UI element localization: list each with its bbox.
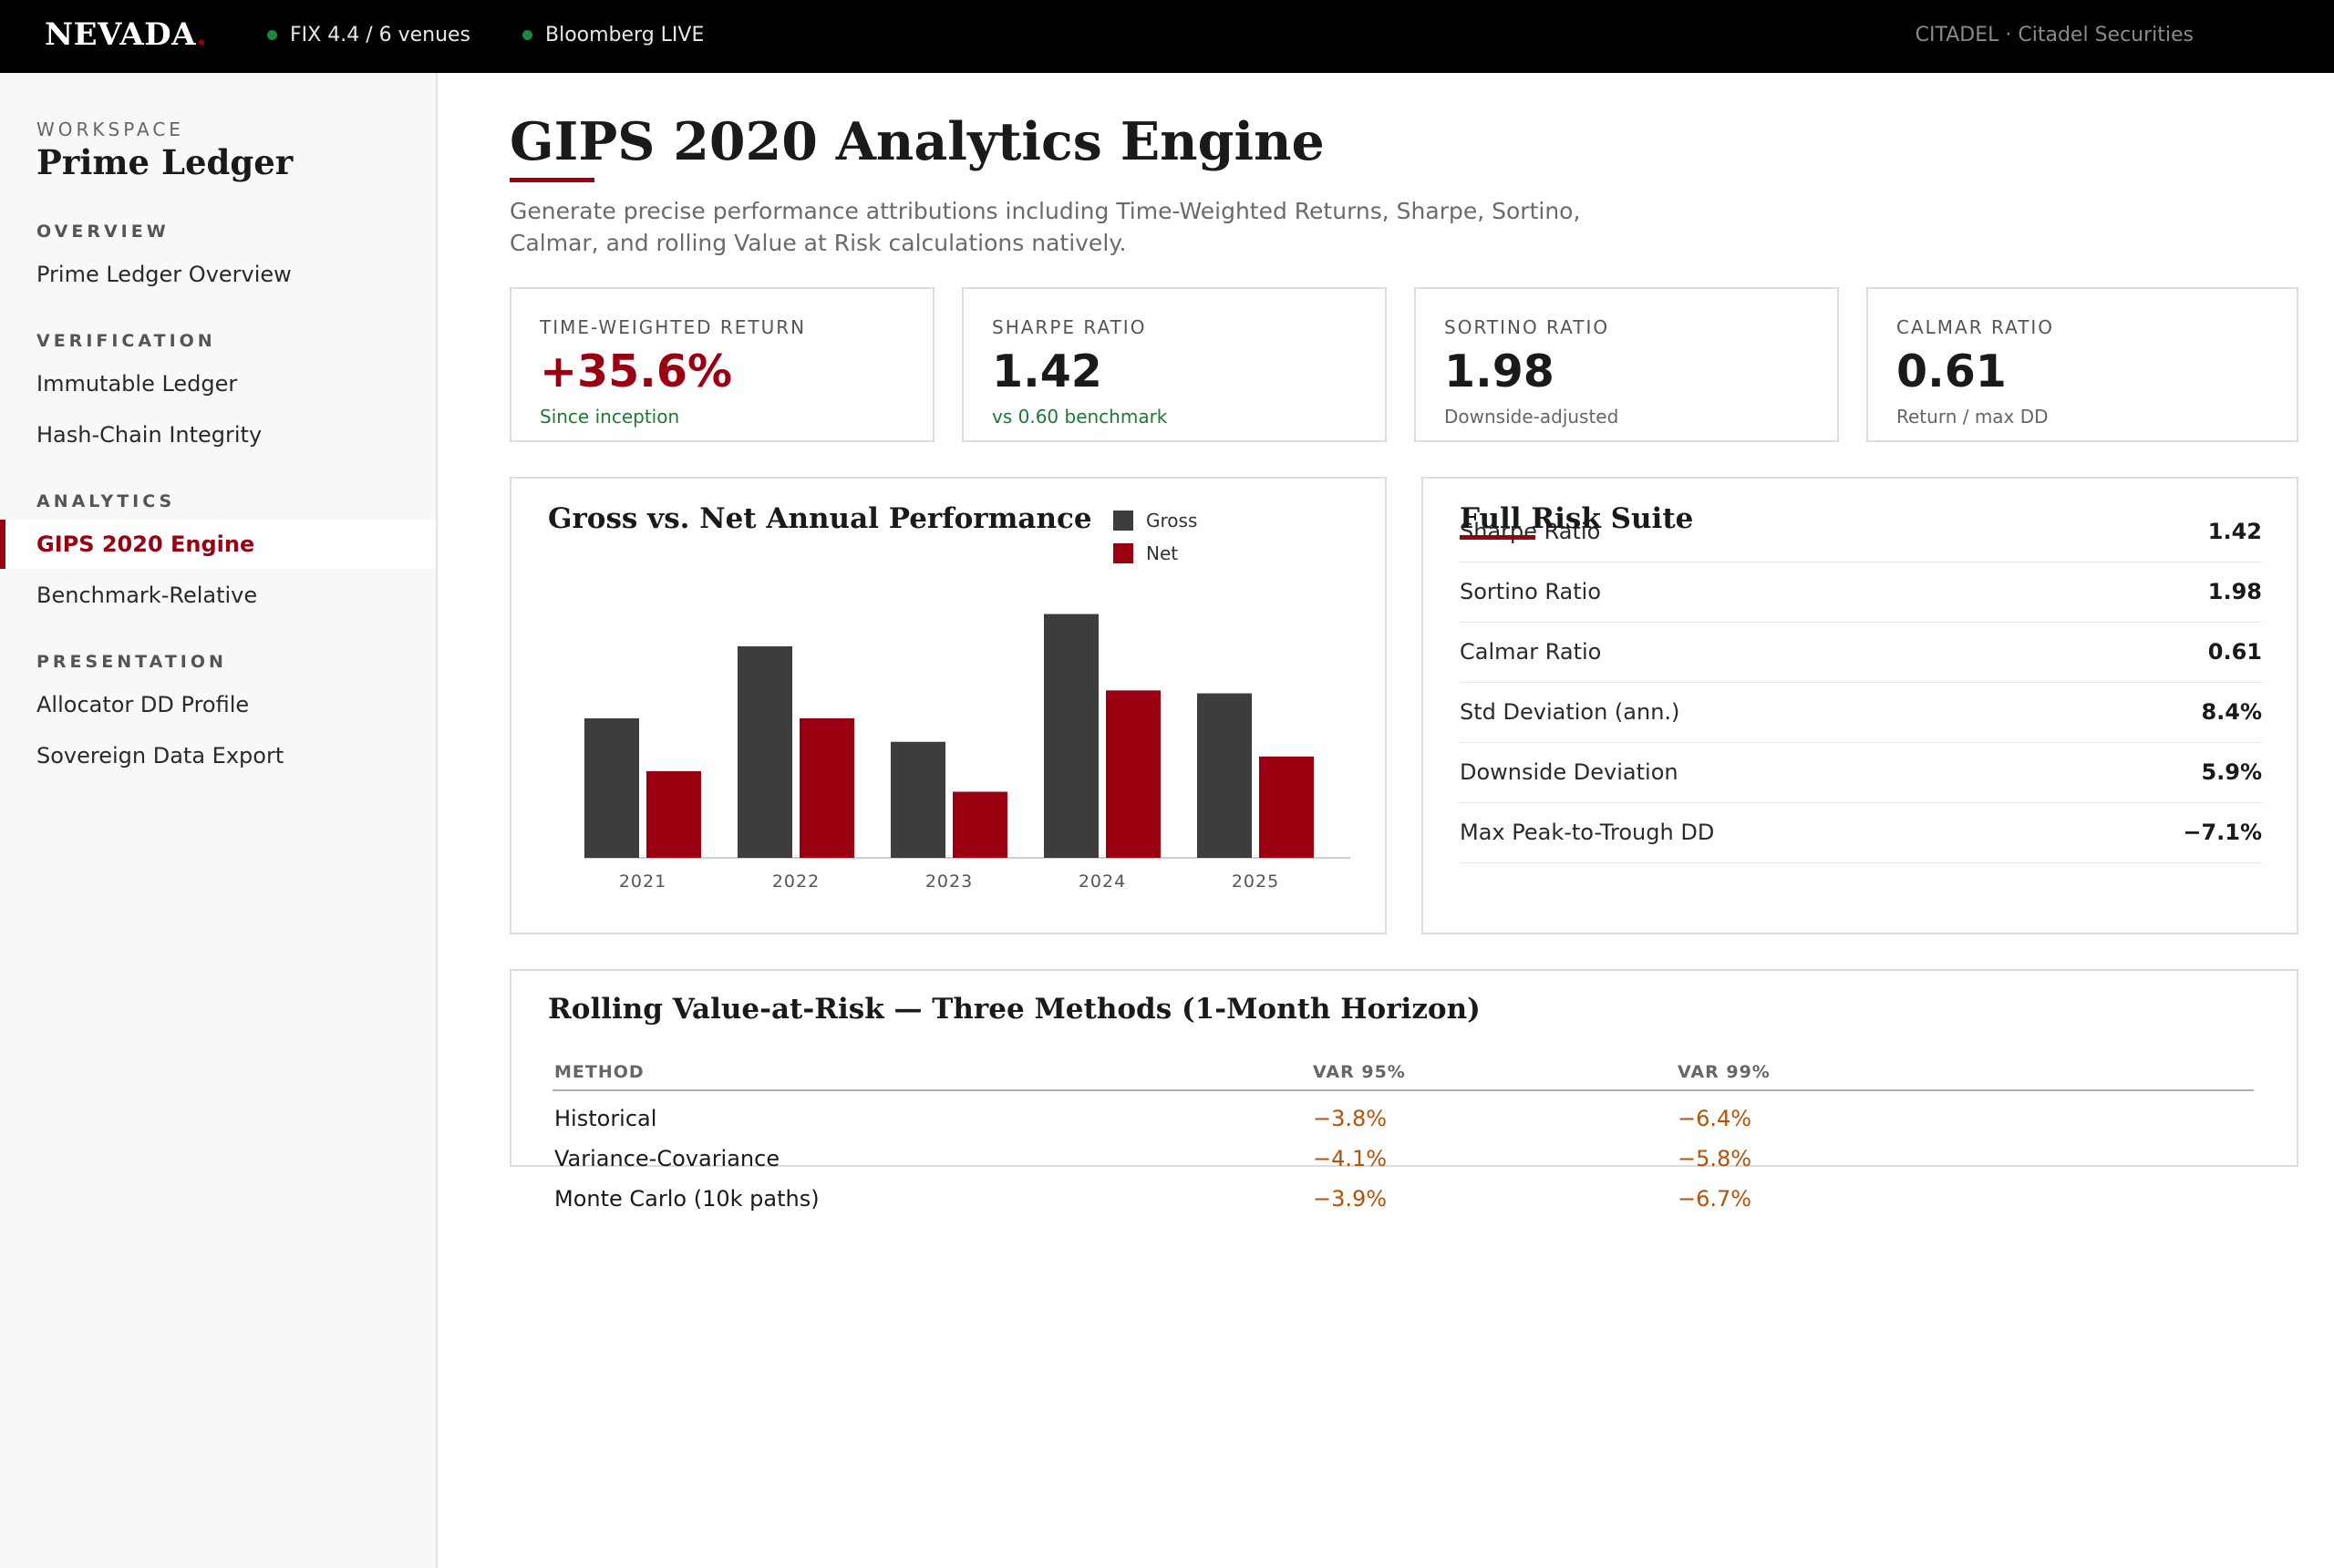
- risk-label: Downside Deviation: [1460, 759, 1678, 785]
- risk-value: 1.42: [2207, 519, 2262, 544]
- nav-section-analytics: ANALYTICS: [36, 491, 176, 511]
- sidebar: WORKSPACE Prime Ledger OVERVIEW Prime Le…: [0, 73, 438, 1568]
- risk-value: 8.4%: [2201, 699, 2262, 725]
- workspace-label: WORKSPACE: [36, 119, 184, 140]
- var-header-method: METHOD: [554, 1062, 645, 1082]
- kpi-card-sharpe: SHARPE RATIO 1.42 vs 0.60 benchmark: [962, 287, 1387, 442]
- risk-value: 0.61: [2207, 639, 2262, 665]
- kpi-value: 0.61: [1896, 346, 2007, 397]
- kpi-sub: Downside-adjusted: [1444, 406, 1619, 428]
- var-99-value: −5.8%: [1678, 1146, 1752, 1171]
- var-method: Historical: [554, 1106, 657, 1131]
- legend-swatch-net: [1113, 543, 1133, 563]
- legend-swatch-gross: [1113, 511, 1133, 531]
- risk-title-underline: [1460, 535, 1535, 540]
- top-bar: NEVADA. FIX 4.4 / 6 venues Bloomberg LIV…: [0, 0, 2334, 73]
- kpi-value: +35.6%: [540, 346, 733, 397]
- risk-suite-panel: Sharpe Ratio 1.42 Sortino Ratio 1.98 Cal…: [1421, 477, 2298, 934]
- kpi-sub: Return / max DD: [1896, 406, 2049, 428]
- page-subtitle: Generate precise performance attribution…: [510, 198, 1581, 256]
- nav-section-presentation: PRESENTATION: [36, 652, 227, 672]
- fix-status: FIX 4.4 / 6 venues: [267, 24, 470, 46]
- brand-logo[interactable]: NEVADA.: [45, 16, 208, 53]
- var-method: Monte Carlo (10k paths): [554, 1186, 820, 1212]
- kpi-sub: Since inception: [540, 406, 680, 428]
- kpi-label: SHARPE RATIO: [992, 316, 1147, 338]
- kpi-value: 1.42: [992, 346, 1102, 397]
- kpi-label: CALMAR RATIO: [1896, 316, 2055, 338]
- bar-net-2025[interactable]: [1259, 756, 1314, 858]
- performance-chart-panel: Gross vs. Net Annual Performance Gross N…: [510, 477, 1387, 934]
- performance-chart: 2021 2022 2023 2024 2025: [584, 614, 1350, 892]
- page-title: GIPS 2020 Analytics Engine: [510, 111, 1325, 172]
- kpi-card-calmar: CALMAR RATIO 0.61 Return / max DD: [1866, 287, 2298, 442]
- legend-item-net: Net: [1113, 542, 1178, 564]
- sidebar-item-hash-chain-integrity[interactable]: Hash-Chain Integrity: [36, 422, 263, 448]
- kpi-card-twr: TIME-WEIGHTED RETURN +35.6% Since incept…: [510, 287, 935, 442]
- sidebar-item-sovereign-data-export[interactable]: Sovereign Data Export: [36, 743, 284, 769]
- var-method: Variance-Covariance: [554, 1146, 780, 1171]
- x-tick-label: 2021: [619, 872, 666, 892]
- workspace-name: Prime Ledger: [36, 142, 294, 182]
- x-tick-label: 2023: [925, 872, 973, 892]
- legend-item-gross: Gross: [1113, 510, 1197, 531]
- risk-value: 1.98: [2207, 579, 2262, 604]
- var-95-value: −4.1%: [1313, 1146, 1388, 1171]
- var-header-99: VAR 99%: [1678, 1062, 1771, 1082]
- x-tick-label: 2024: [1079, 872, 1126, 892]
- sidebar-item-immutable-ledger[interactable]: Immutable Ledger: [36, 371, 238, 397]
- x-tick-label: 2025: [1232, 872, 1279, 892]
- status-dot-icon: [267, 30, 277, 40]
- nav-section-verification: VERIFICATION: [36, 331, 216, 351]
- kpi-sub: vs 0.60 benchmark: [992, 406, 1168, 428]
- bar-net-2024[interactable]: [1106, 690, 1161, 858]
- kpi-label: SORTINO RATIO: [1444, 316, 1610, 338]
- bar-net-2023[interactable]: [953, 791, 1007, 859]
- risk-row: Downside Deviation 5.9%: [1460, 743, 2262, 803]
- risk-row: Calmar Ratio 0.61: [1460, 623, 2262, 683]
- risk-label: Sortino Ratio: [1460, 579, 1602, 604]
- bar-gross-2024[interactable]: [1044, 614, 1099, 858]
- var-header-rule: [553, 1089, 2254, 1091]
- var-title: Rolling Value-at-Risk — Three Methods (1…: [548, 993, 1481, 1026]
- var-95-value: −3.8%: [1313, 1106, 1388, 1131]
- risk-row: Std Deviation (ann.) 8.4%: [1460, 683, 2262, 743]
- bar-gross-2021[interactable]: [584, 717, 639, 858]
- risk-value: −7.1%: [2183, 820, 2262, 845]
- account-label[interactable]: CITADEL · Citadel Securities: [1915, 24, 2194, 46]
- risk-suite-title: Full Risk Suite: [1460, 502, 1694, 535]
- sidebar-item-prime-ledger-overview[interactable]: Prime Ledger Overview: [36, 262, 292, 287]
- risk-label: Sharpe Ratio: [1460, 519, 1601, 544]
- var-99-value: −6.4%: [1678, 1106, 1752, 1131]
- kpi-label: TIME-WEIGHTED RETURN: [540, 316, 807, 338]
- kpi-card-sortino: SORTINO RATIO 1.98 Downside-adjusted: [1414, 287, 1839, 442]
- bloomberg-status: Bloomberg LIVE: [522, 24, 704, 46]
- kpi-value: 1.98: [1444, 346, 1554, 397]
- risk-label: Std Deviation (ann.): [1460, 699, 1680, 725]
- bar-net-2022[interactable]: [800, 717, 854, 858]
- chart-title: Gross vs. Net Annual Performance: [548, 502, 1092, 535]
- bar-net-2021[interactable]: [646, 770, 701, 858]
- bar-gross-2025[interactable]: [1197, 693, 1252, 858]
- risk-label: Calmar Ratio: [1460, 639, 1602, 665]
- status-dot-icon: [522, 30, 532, 40]
- var-95-value: −3.9%: [1313, 1186, 1388, 1212]
- risk-row: Sharpe Ratio 1.42: [1460, 502, 2262, 562]
- var-99-value: −6.7%: [1678, 1186, 1752, 1212]
- var-header-95: VAR 95%: [1313, 1062, 1406, 1082]
- nav-section-overview: OVERVIEW: [36, 222, 170, 242]
- risk-label: Max Peak-to-Trough DD: [1460, 820, 1715, 845]
- risk-row: Sortino Ratio 1.98: [1460, 562, 2262, 623]
- sidebar-item-benchmark-relative[interactable]: Benchmark-Relative: [36, 583, 258, 608]
- x-tick-label: 2022: [772, 872, 820, 892]
- title-underline: [510, 178, 594, 182]
- bar-gross-2023[interactable]: [891, 741, 945, 858]
- sidebar-item-allocator-dd-profile[interactable]: Allocator DD Profile: [36, 692, 250, 717]
- risk-row: Max Peak-to-Trough DD −7.1%: [1460, 803, 2262, 863]
- sidebar-item-gips-2020-engine[interactable]: GIPS 2020 Engine: [0, 520, 436, 569]
- risk-value: 5.9%: [2201, 759, 2262, 785]
- var-panel: Rolling Value-at-Risk — Three Methods (1…: [510, 969, 2298, 1167]
- bar-gross-2022[interactable]: [738, 646, 792, 858]
